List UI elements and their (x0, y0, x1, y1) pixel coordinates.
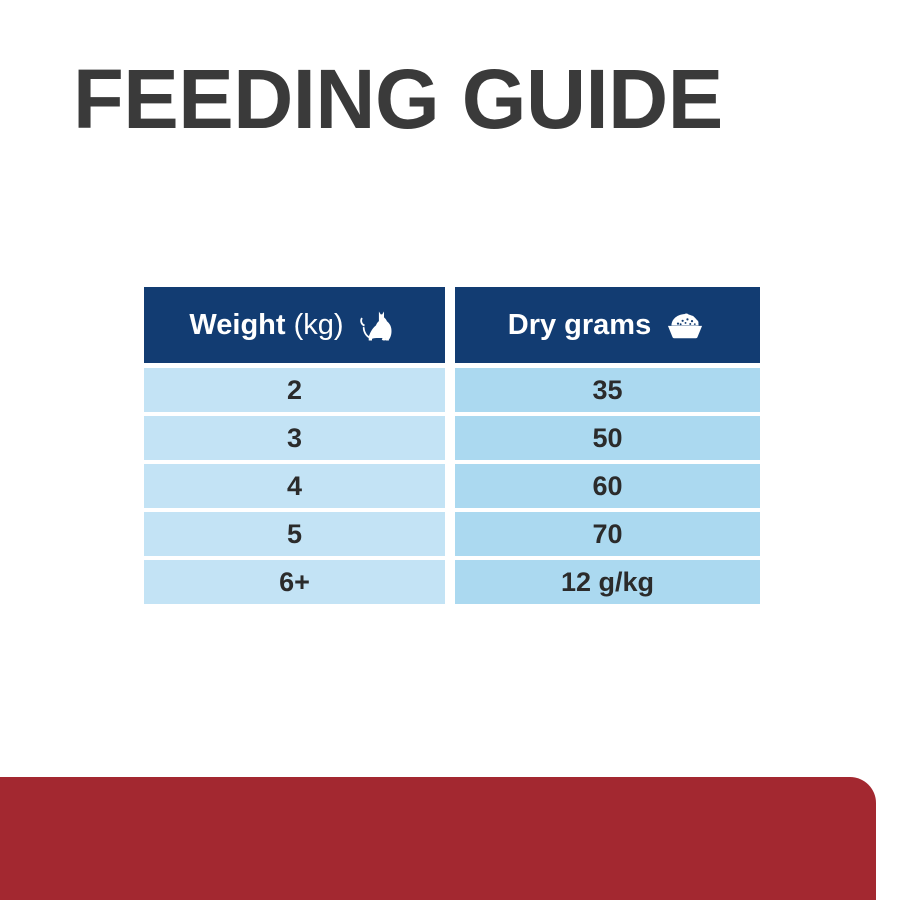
table-row: 6+ 12 g/kg (144, 560, 760, 604)
header-dry-strong: Dry grams (507, 308, 652, 341)
table-row: 3 50 (144, 416, 760, 460)
table-header-row: Weight (kg) (144, 287, 760, 363)
cell-weight: 4 (144, 464, 445, 508)
cell-weight: 5 (144, 512, 445, 556)
table-row: 2 35 (144, 368, 760, 412)
table-header-weight: Weight (kg) (144, 287, 445, 363)
cell-weight: 6+ (144, 560, 445, 604)
table-header-dry-grams-label: Dry grams (507, 308, 652, 341)
header-weight-strong: Weight (189, 308, 286, 341)
cell-dry-grams: 35 (455, 368, 760, 412)
cell-dry-grams: 50 (455, 416, 760, 460)
table-row: 4 60 (144, 464, 760, 508)
feeding-guide-table: Weight (kg) (144, 287, 760, 604)
food-bowl-icon (663, 304, 707, 346)
cell-dry-grams: 70 (455, 512, 760, 556)
bottom-red-banner (0, 777, 876, 900)
cat-icon (356, 304, 400, 346)
table-row: 5 70 (144, 512, 760, 556)
cell-weight: 2 (144, 368, 445, 412)
cell-dry-grams: 60 (455, 464, 760, 508)
cell-weight: 3 (144, 416, 445, 460)
table-header-dry-grams: Dry grams (455, 287, 760, 363)
table-header-weight-label: Weight (kg) (189, 308, 344, 341)
cell-dry-grams: 12 g/kg (455, 560, 760, 604)
page-title: FEEDING GUIDE (73, 52, 723, 146)
header-weight-unit: (kg) (293, 308, 344, 341)
